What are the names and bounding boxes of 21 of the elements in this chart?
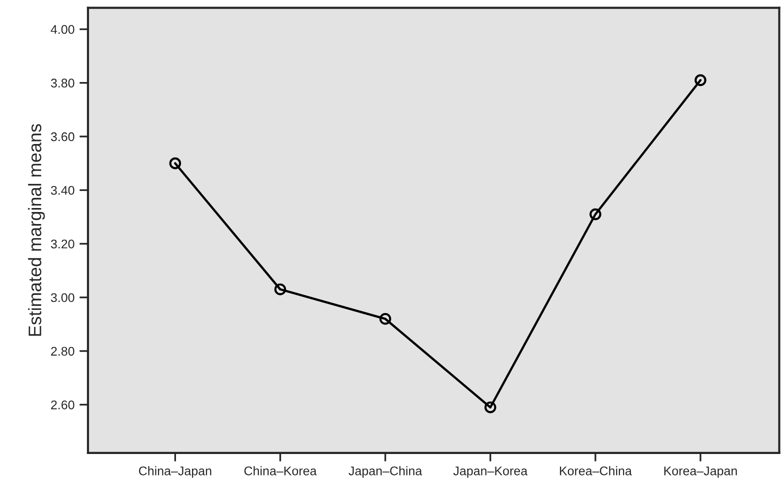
y-tick-label: 3.60	[50, 132, 74, 142]
point	[694, 74, 706, 86]
y-tick-label: 4.00	[50, 25, 74, 34]
x-tick-label: Japan–Korea	[453, 466, 528, 478]
x-tick-label: Korea–China	[560, 466, 632, 476]
y-tick-label: 3.20	[50, 240, 74, 248]
point	[590, 208, 602, 220]
point	[484, 401, 496, 414]
y-axis-title: Estimated marginal means	[28, 124, 45, 336]
y-tick-label: 3.40	[50, 186, 74, 195]
y-tick-label: 2.60	[51, 400, 74, 410]
x-tick-label: China–Korea	[244, 466, 317, 476]
y-tick-label: 2.80	[51, 346, 74, 356]
point	[274, 283, 286, 296]
x-tick-label: China–Japan	[138, 466, 212, 478]
x-tick-label: Korea–Japan	[664, 466, 737, 478]
y-tick-label: 3.80	[50, 78, 74, 88]
point	[379, 312, 392, 325]
x-tick-label: Japan–China	[348, 466, 422, 478]
y-tick-label: 3.00	[50, 293, 74, 302]
point	[169, 157, 182, 170]
